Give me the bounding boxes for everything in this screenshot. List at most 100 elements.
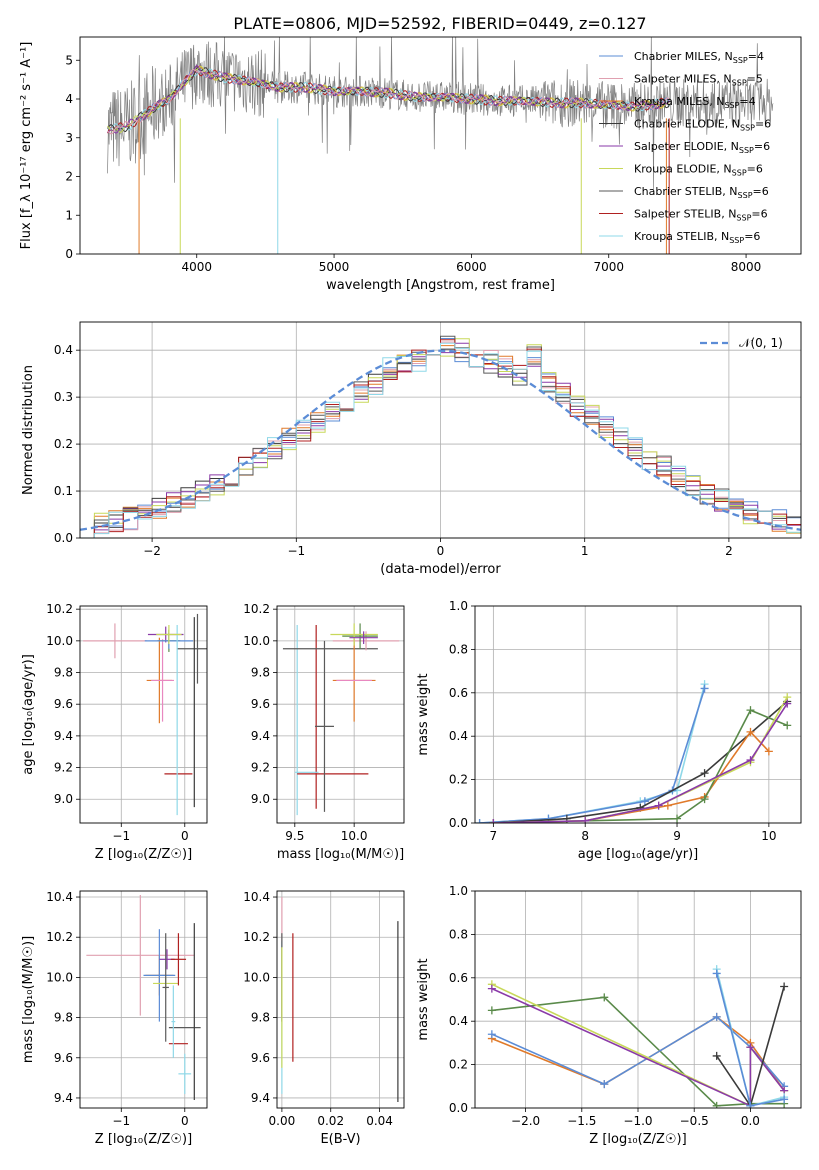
y-tick-label: 9.6 <box>54 697 73 711</box>
y-axis-label: Flux [f_λ 10⁻¹⁷ erg cm⁻² s⁻¹ A⁻¹] <box>19 42 34 250</box>
weight-marker <box>746 1043 755 1052</box>
x-axis-label: Z [log₁₀(Z/Z☉)] <box>589 1132 686 1147</box>
weight-marker <box>712 1051 721 1060</box>
y-tick-label: 9.0 <box>251 792 270 806</box>
legend-subscript: SSP <box>732 169 747 178</box>
age-vs-metallicity-panel: −1 0 9.0 9.2 9.4 9.6 9.8 10.0 10.2 Z [log₁₀(Z/Z☉)… <box>21 602 208 862</box>
legend-tail: =6 <box>755 118 771 131</box>
x-axis-label: Z [log₁₀(Z/Z☉)] <box>95 1132 192 1147</box>
observed-spectrum <box>107 37 774 190</box>
weight-marker <box>780 982 789 991</box>
y-tick-label: 9.8 <box>54 666 73 680</box>
weight-marker <box>712 969 721 978</box>
x-tick-label: 0.00 <box>269 1114 296 1128</box>
y-tick-label: 9.2 <box>54 761 73 775</box>
x-axis-label: wavelength [Angstrom, rest frame] <box>326 278 555 293</box>
y-tick-label: 9.4 <box>251 1091 270 1105</box>
weight-marker <box>712 1012 721 1021</box>
model-spectrum <box>107 65 670 134</box>
legend-label: Salpeter ELODIE, NSSP=6 <box>634 140 770 155</box>
y-tick-label: 1.0 <box>449 599 468 613</box>
weight-marker <box>783 721 792 730</box>
x-tick-label: −1 <box>287 544 305 558</box>
x-tick-label: −1 <box>112 1114 130 1128</box>
axes-frame <box>474 605 802 824</box>
y-tick-label: 0.1 <box>54 484 73 498</box>
plot-area <box>86 895 201 1100</box>
y-axis-label: mass weight <box>416 958 431 1040</box>
x-tick-label: 5000 <box>319 260 350 274</box>
legend-label: 𝒩(0, 1) <box>739 336 783 350</box>
y-tick-label: 2 <box>65 170 73 184</box>
x-tick-label: 2 <box>725 544 733 558</box>
x-tick-label: −2 <box>143 544 161 558</box>
weight-marker <box>783 699 792 708</box>
y-tick-label: 10.0 <box>243 634 270 648</box>
y-axis-label: mass weight <box>416 673 431 755</box>
y-tick-label: 0.3 <box>54 390 73 404</box>
y-tick-label: 10.4 <box>243 890 270 904</box>
weight-marker <box>746 756 755 765</box>
y-tick-label: 10.0 <box>46 970 73 984</box>
y-tick-label: 0.6 <box>449 971 468 985</box>
y-tick-label: 10.0 <box>46 634 73 648</box>
legend-subscript: SSP <box>724 101 739 110</box>
residual-histogram <box>80 342 801 538</box>
y-tick-label: 0.2 <box>449 1058 468 1072</box>
y-tick-label: 9.8 <box>54 1011 73 1025</box>
weight-marker <box>764 747 773 756</box>
x-axis-label: mass [log₁₀(M/M☉)] <box>277 847 404 862</box>
y-tick-label: 1.0 <box>449 884 468 898</box>
x-tick-label: 10 <box>761 829 776 843</box>
legend-subscript: SSP <box>739 146 754 155</box>
x-tick-label: 6000 <box>456 260 487 274</box>
weight-marker <box>600 993 609 1002</box>
x-tick-label: 1 <box>581 544 589 558</box>
x-tick-label: 7 <box>490 829 498 843</box>
legend-label: Chabrier MILES, NSSP=4 <box>634 50 764 65</box>
x-tick-label: 0.02 <box>317 1114 344 1128</box>
legend-label: Kroupa STELIB, NSSP=6 <box>634 230 760 245</box>
y-tick-label: 0.0 <box>54 531 73 545</box>
x-tick-label: −1 <box>112 829 130 843</box>
y-tick-label: 0.2 <box>449 773 468 787</box>
weight-marker <box>700 684 709 693</box>
x-axis-label: age [log₁₀(age/yr)] <box>578 847 699 862</box>
weight-marker <box>640 797 649 806</box>
y-tick-label: 0.6 <box>449 686 468 700</box>
x-tick-label: −1.5 <box>567 1114 596 1128</box>
plot-area <box>282 623 400 816</box>
x-tick-label: 10.0 <box>341 829 368 843</box>
x-tick-label: 8000 <box>731 260 762 274</box>
legend-tail: =5 <box>747 73 763 86</box>
spectrum-panel: 4000 5000 6000 7000 8000 0 1 2 3 4 5 wavelength [An… <box>19 36 802 293</box>
y-tick-label: 0.0 <box>449 1101 468 1115</box>
y-tick-label: 9.6 <box>251 697 270 711</box>
x-tick-label: 4000 <box>181 260 212 274</box>
residuals-panel: −2 −1 0 1 2 0.0 0.1 0.2 0.3 0.4 (data-model)/error… <box>21 321 802 577</box>
weight-marker <box>581 816 590 823</box>
legend-subscript: SSP <box>733 56 748 65</box>
y-tick-label: 9.4 <box>54 729 73 743</box>
legend-label: Chabrier ELODIE, NSSP=6 <box>634 118 771 133</box>
legend-tail: =6 <box>751 208 767 221</box>
x-axis-label: Z [log₁₀(Z/Z☉)] <box>95 847 192 862</box>
weight-marker <box>487 1030 496 1039</box>
weight-marker <box>654 801 663 810</box>
plot-area <box>281 897 399 1102</box>
legend-tail: =6 <box>753 185 769 198</box>
residual-histogram <box>80 338 801 538</box>
weight-marker <box>487 984 496 993</box>
y-tick-label: 10.2 <box>46 930 73 944</box>
legend-tail: =6 <box>754 140 770 153</box>
legend-label: Salpeter STELIB, NSSP=6 <box>634 208 768 223</box>
legend-tail: =6 <box>747 163 763 176</box>
y-tick-label: 0.8 <box>449 927 468 941</box>
axes-frame <box>79 36 802 255</box>
y-tick-label: 0.2 <box>54 437 73 451</box>
x-tick-label: −0.5 <box>680 1114 709 1128</box>
legend-label: Kroupa ELODIE, NSSP=6 <box>634 163 763 178</box>
axes-frame <box>276 605 405 824</box>
mass-vs-ebv-panel: 0.00 0.02 0.04 9.4 9.6 9.8 10.0 10.2 10.4 E(B-V) <box>243 890 405 1147</box>
axes-frame <box>79 605 208 824</box>
